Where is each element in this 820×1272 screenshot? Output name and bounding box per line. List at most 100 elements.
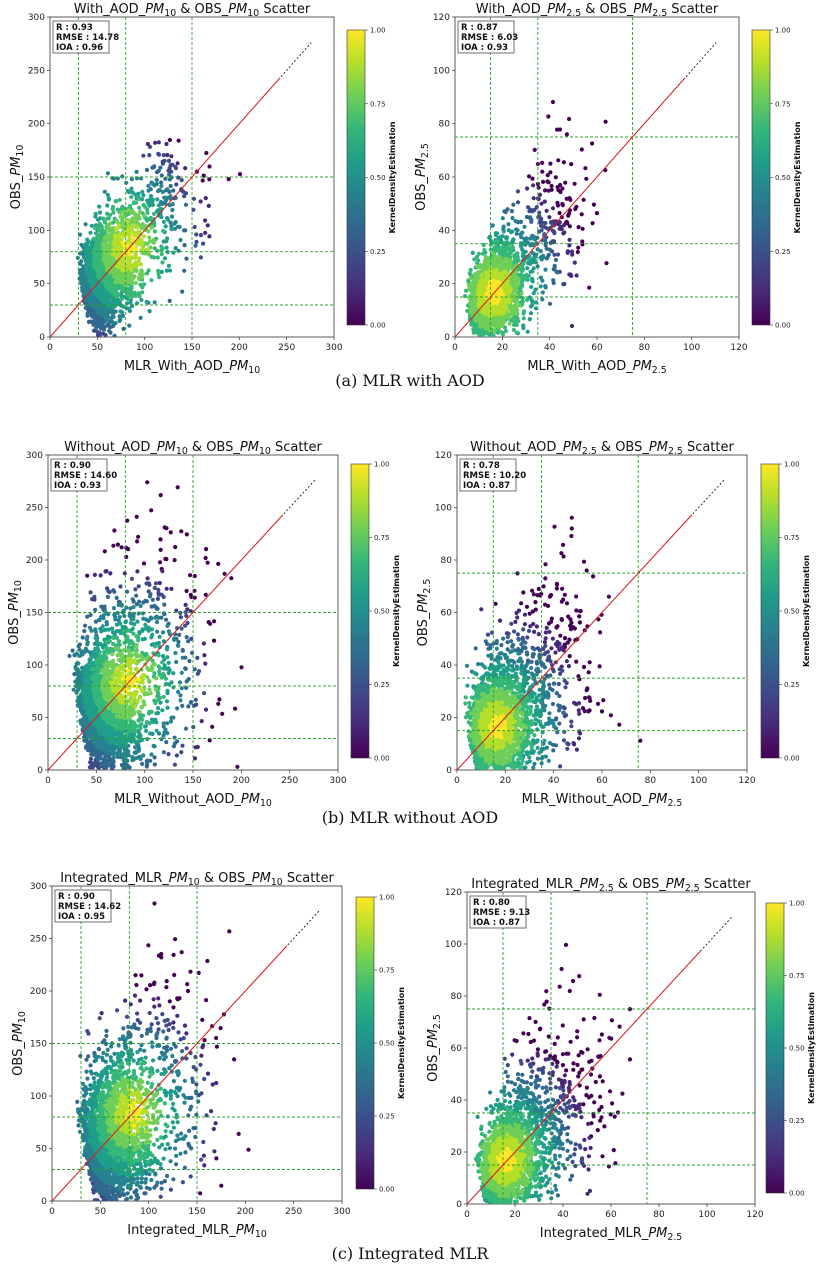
scatter-point — [501, 229, 506, 234]
scatter-point — [117, 197, 122, 203]
scatter-point — [101, 216, 106, 221]
scatter-point — [128, 298, 133, 303]
scatter-point — [205, 223, 210, 228]
scatter-point — [167, 203, 172, 208]
scatter-point — [171, 250, 176, 255]
scatter-point — [157, 275, 162, 280]
scatter-point — [522, 224, 527, 229]
scatter-point — [126, 260, 131, 265]
scatter-point — [519, 285, 524, 290]
scatter-point — [176, 175, 181, 180]
scatter-point — [470, 250, 475, 255]
scatter-point — [548, 170, 553, 175]
scatter-point — [191, 196, 197, 201]
scatter-point — [169, 154, 174, 159]
scatter-point — [121, 326, 126, 331]
scatter-point — [511, 202, 516, 207]
scatter-point — [192, 224, 197, 230]
scatter-point — [130, 245, 136, 250]
scatter-point — [555, 203, 561, 208]
scatter-point — [173, 246, 178, 251]
colorbar-tick-label: 0.25 — [370, 248, 386, 256]
scatter-point — [180, 289, 185, 294]
scatter-point — [536, 215, 541, 220]
scatter-point — [567, 116, 572, 122]
scatter-point — [500, 234, 505, 239]
scatter-point — [149, 239, 154, 244]
scatter-point — [537, 220, 543, 225]
scatter-point — [119, 262, 124, 267]
scatter-point — [77, 232, 83, 237]
scatter-point — [149, 180, 154, 185]
scatter-point — [111, 210, 116, 215]
scatter-point — [175, 161, 180, 166]
scatter-point — [91, 236, 97, 241]
colorbar — [346, 29, 366, 326]
scatter-point — [159, 244, 164, 249]
scatter-point — [75, 255, 80, 260]
scatter-point — [182, 268, 187, 273]
scatter-point — [543, 267, 548, 272]
x-tick-label: 150 — [183, 343, 200, 353]
scatter-point — [500, 249, 505, 254]
scatter-point — [130, 216, 135, 221]
scatter-point — [129, 186, 134, 191]
scatter-panel: 0 20 40 60 80 100 120020406080100120With_AOD_P… — [414, 2, 802, 376]
scatter-point — [141, 153, 146, 158]
scatter-point — [573, 206, 578, 212]
scatter-point — [572, 181, 577, 186]
x-tick-label: 250 — [278, 343, 295, 353]
scatter-point — [78, 251, 83, 256]
scatter-point — [132, 223, 137, 228]
scatter-point — [520, 268, 525, 273]
scatter-point — [515, 228, 520, 233]
scatter-point — [514, 330, 519, 335]
scatter-point — [138, 209, 143, 214]
scatter-point — [150, 202, 155, 208]
scatter-point — [518, 219, 524, 224]
scatter-point — [83, 247, 88, 253]
scatter-point — [142, 213, 147, 218]
scatter-point — [540, 160, 545, 165]
scatter-point — [566, 213, 571, 218]
scatter-point — [183, 166, 188, 171]
scatter-point — [134, 301, 140, 306]
scatter-point — [182, 194, 187, 199]
scatter-point — [105, 192, 110, 197]
scatter-point — [167, 172, 172, 177]
scatter-point — [167, 137, 172, 143]
colorbar-tick-label: 0.50 — [370, 174, 386, 182]
scatter-point — [111, 176, 116, 181]
scatter-point — [531, 291, 536, 296]
scatter-point — [169, 224, 174, 229]
scatter-point — [569, 249, 575, 254]
scatter-point — [140, 189, 145, 194]
scatter-point — [200, 178, 205, 183]
scatter-point — [130, 229, 135, 234]
scatter-point — [137, 240, 143, 245]
scatter-point — [541, 224, 546, 229]
scatter-point — [499, 330, 504, 335]
scatter-point — [543, 285, 548, 290]
scatter-point — [198, 199, 203, 204]
scatter-point — [540, 290, 545, 295]
scatter-point — [207, 234, 212, 239]
scatter-point — [130, 190, 135, 195]
scatter-point — [533, 287, 538, 292]
scatter-point — [546, 188, 551, 193]
scatter-point — [569, 323, 575, 329]
scatter-point — [579, 147, 584, 152]
scatter-point — [144, 167, 150, 173]
scatter-point — [494, 263, 499, 268]
scatter-point — [545, 173, 550, 178]
scatter-point — [102, 189, 107, 194]
scatter-point — [591, 202, 597, 207]
scatter-point — [518, 232, 523, 237]
scatter-point — [468, 267, 473, 273]
scatter-point — [203, 196, 208, 201]
scatter-point — [552, 231, 557, 236]
scatter-point — [498, 266, 503, 271]
scatter-point — [528, 304, 534, 309]
scatter-point — [106, 224, 111, 229]
scatter-point — [113, 279, 118, 285]
